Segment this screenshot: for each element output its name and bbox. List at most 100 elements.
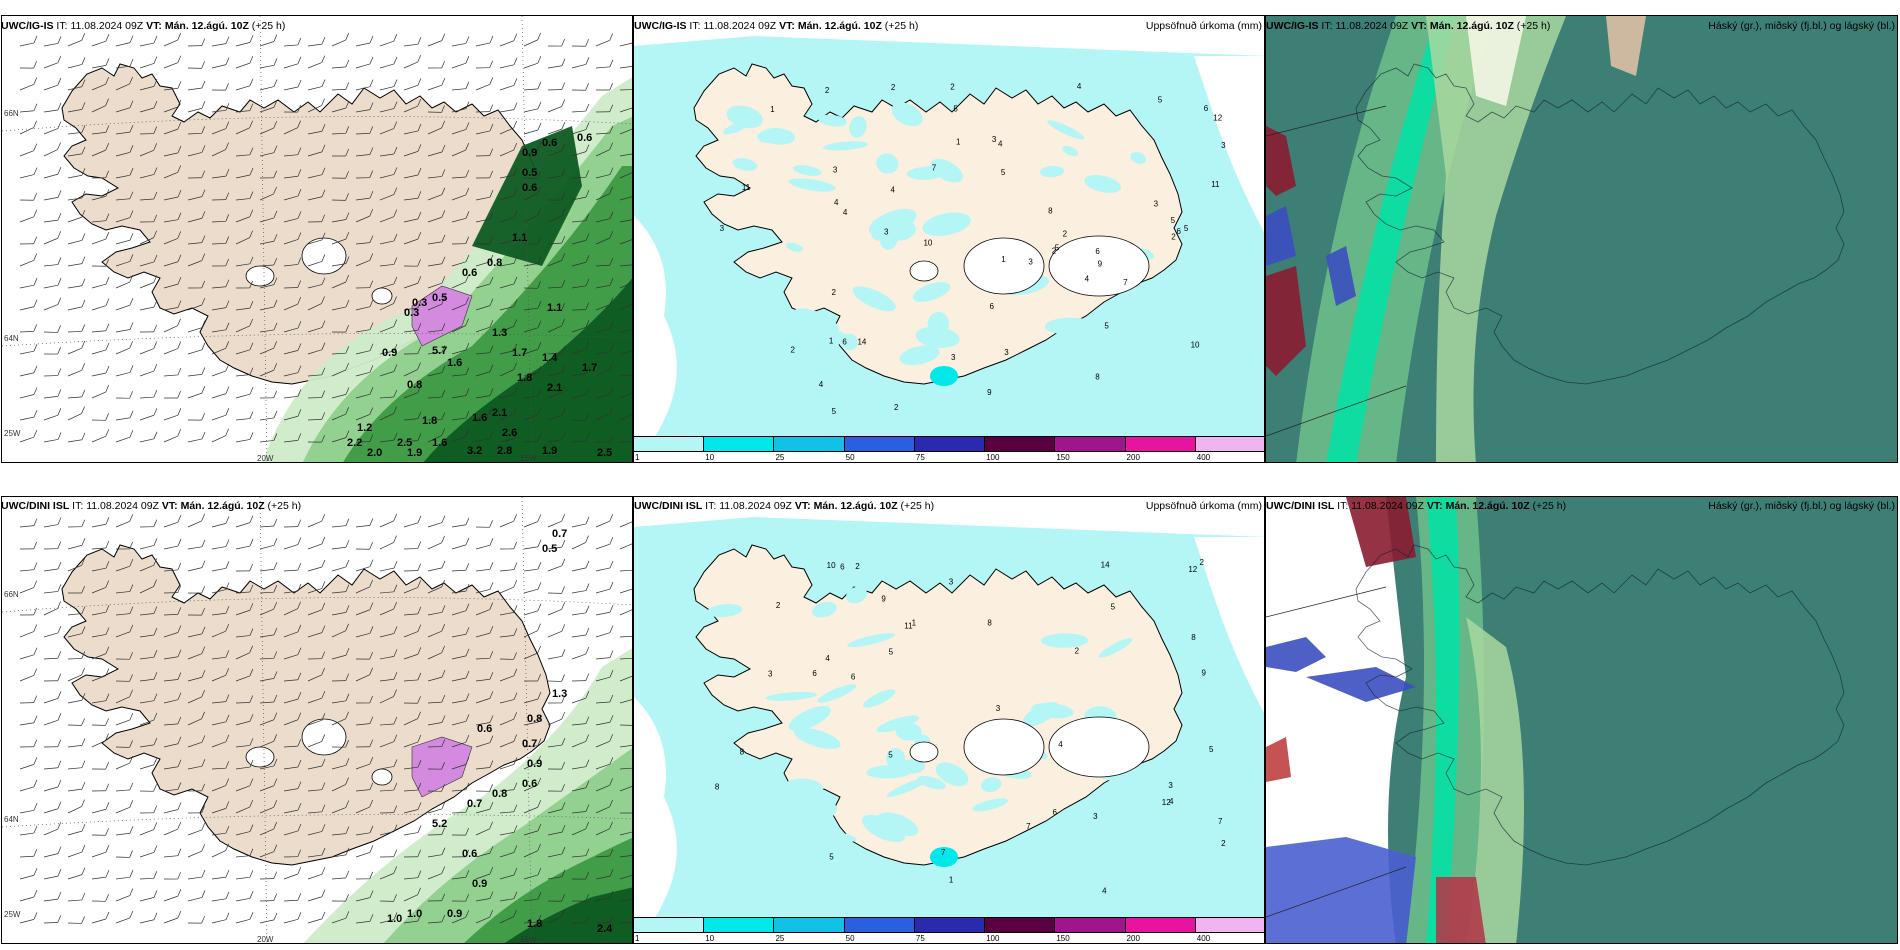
accum-value: 3 (884, 228, 889, 237)
panel-header-4: UWC/DINI ISL IT: 11.08.2024 09Z VT: Mán.… (1, 500, 301, 512)
cloud-patch (1266, 637, 1326, 672)
model-name: UWC/DINI ISL (634, 500, 703, 512)
panel-header-1: UWC/IG-IS IT: 11.08.2024 09Z VT: Mán. 12… (1, 20, 285, 32)
precip-value-label: 0.5 (522, 167, 537, 179)
wind-precip-map: 0.9 0.6 0.6 0.5 0.6 1.1 0.8 0.6 0.30.3 0.5 1.1 0.9 5… (2, 16, 632, 463)
accum-value: 3 (992, 135, 997, 144)
colorbar-tick: 25 (775, 453, 785, 462)
precip-patch (812, 802, 837, 821)
lon-label-15w: 15W (520, 454, 537, 463)
precip-value-label: 0.8 (407, 379, 422, 391)
precip-patch (736, 301, 777, 329)
accum-value: 5 (1158, 96, 1163, 105)
accum-value: 7 (1218, 817, 1223, 826)
accum-value: 2 (1052, 247, 1057, 256)
accum-value: 2 (950, 83, 955, 92)
precip-patch-heavy (930, 366, 958, 386)
precip-patch (788, 178, 836, 192)
precip-patch (862, 814, 906, 843)
precip-value-label: 1.7 (512, 347, 527, 359)
accum-value: 8 (1095, 372, 1100, 381)
panel-header-2: UWC/IG-IS IT: 11.08.2024 09Z VT: Mán. 12… (634, 20, 918, 32)
colorbar-segment (1055, 436, 1126, 452)
accum-value: 5 (1055, 244, 1060, 253)
glacier (963, 718, 1045, 776)
glacier (909, 741, 939, 763)
colorbar-tick: 200 (1126, 453, 1140, 462)
precip-patch (863, 689, 896, 708)
lat-label-66n: 66N (4, 590, 19, 599)
cloud-band (1426, 16, 1566, 462)
accum-value: 4 (890, 186, 895, 195)
accum-value: 6 (840, 562, 845, 571)
precip-patch (912, 282, 951, 302)
vt-label: VT: (1411, 20, 1427, 32)
cloud-patch (1266, 266, 1306, 376)
panel-title-6: Háský (gr.), miðský (fj.bl.) og lágský (… (1708, 500, 1895, 512)
precip-patch (899, 345, 940, 366)
vt-time: Mán. 12.ágú. 10Z (813, 500, 898, 512)
precip-value-label: 1.6 (432, 437, 447, 449)
accum-value: 4 (998, 139, 1003, 148)
colorbar-segment (704, 436, 775, 452)
precip-patch (706, 604, 743, 618)
accum-value: 5 (889, 648, 894, 657)
accum-value: 2 (776, 601, 781, 610)
colorbar-tick: 100 (986, 453, 1000, 462)
precip-value-label: 1.7 (582, 362, 597, 374)
accum-value: 11 (742, 183, 751, 192)
it-label: IT: (1321, 20, 1333, 32)
vt-time: Mán. 12.ágú. 10Z (1445, 500, 1530, 512)
lat-label-64n: 64N (4, 815, 19, 824)
precip-value-label: 1.6 (472, 412, 487, 424)
precip-patch (915, 326, 960, 348)
precip-patch (1098, 638, 1133, 658)
accum-value: 11 (904, 622, 913, 631)
precip-patch (1031, 702, 1074, 719)
lon-label-20w: 20W (257, 454, 274, 463)
wind-barbs (19, 32, 632, 443)
accum-value: 3 (1028, 257, 1033, 266)
accum-value: 9 (1201, 669, 1206, 678)
precip-value-label: 1.9 (407, 447, 422, 459)
precip-patch (935, 762, 969, 787)
iceland-outline (1355, 544, 1845, 866)
accum-value: 6 (1177, 227, 1182, 236)
precip-patch (732, 158, 758, 171)
precip-value-label: 0.6 (542, 137, 557, 149)
it-label: IT: (72, 500, 84, 512)
glacier (371, 768, 393, 786)
colorbar-tick: 50 (845, 934, 855, 943)
cloud-band (1606, 16, 1646, 76)
accum-value: 4 (1102, 886, 1107, 895)
it-time: 11.08.2024 09Z (1351, 500, 1424, 512)
colorbar-tick: 75 (915, 934, 925, 943)
accum-value: 8 (740, 748, 745, 757)
glacier (371, 287, 393, 305)
precip-value-label: 0.8 (492, 788, 507, 800)
cloud-patch (1326, 246, 1356, 306)
accum-value: 4 (843, 208, 848, 217)
colorbar-segment (1195, 436, 1264, 452)
accum-value: 2 (831, 288, 836, 297)
accum-precip-map: 1242145362433710956111214325610543213118… (634, 16, 1264, 462)
precip-value-label: 0.5 (432, 292, 447, 304)
accum-value: 7 (1123, 278, 1128, 287)
accum-value: 3 (720, 224, 725, 233)
accum-value: 9 (987, 388, 992, 397)
precip-value-label: 1.8 (422, 415, 437, 427)
precip-patch (981, 777, 1002, 793)
colorbar-segment (844, 436, 915, 452)
lat-lon-grid (2, 497, 632, 943)
precip-patch (1130, 152, 1147, 164)
precip-value-label: 3.2 (467, 445, 482, 457)
accum-precip-map: 2435614912587612431187215238463710952486… (634, 497, 1264, 943)
precip-value-label: 1.3 (552, 688, 567, 700)
accum-value: 1 (829, 336, 834, 345)
precip-value-label: 2.6 (502, 427, 517, 439)
accum-value: 14 (857, 337, 866, 346)
lead-time: (+25 h) (251, 20, 286, 32)
precip-value-label: 1.8 (527, 918, 542, 930)
precip-patch (1044, 317, 1094, 335)
accum-value: 5 (832, 407, 837, 416)
